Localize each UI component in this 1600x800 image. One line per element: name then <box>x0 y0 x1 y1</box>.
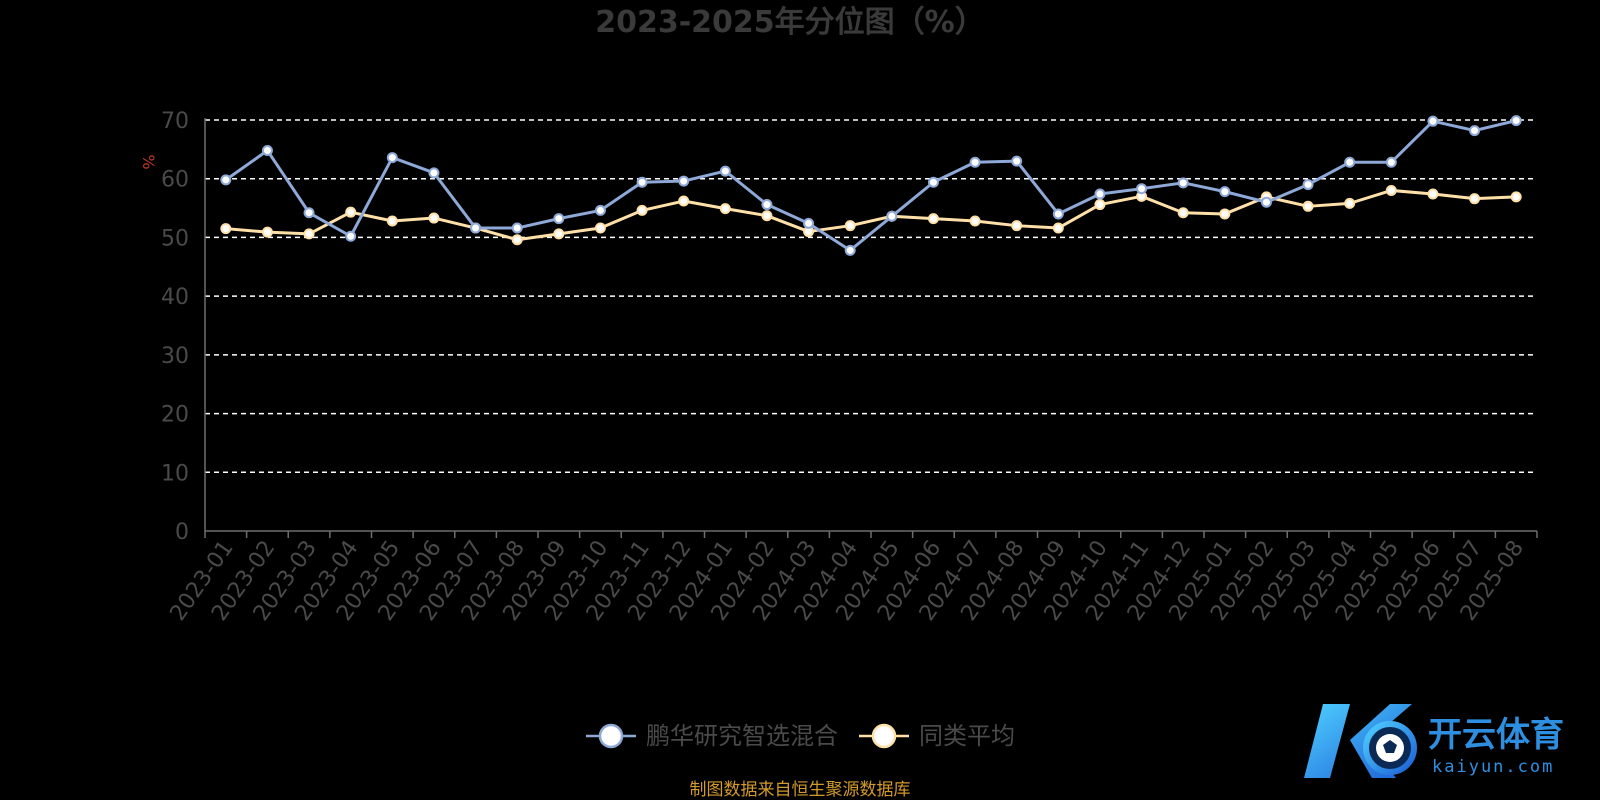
data-point[interactable] <box>761 210 773 222</box>
data-point[interactable] <box>678 195 690 207</box>
legend-peer-marker <box>871 723 897 749</box>
data-point[interactable] <box>1011 155 1023 167</box>
y-tick-label: 40 <box>161 285 189 310</box>
data-point[interactable] <box>220 223 232 235</box>
series-line-0 <box>224 119 1517 252</box>
data-point[interactable] <box>761 199 773 211</box>
data-point[interactable] <box>719 165 731 177</box>
data-point[interactable] <box>1011 220 1023 232</box>
data-point[interactable] <box>220 174 232 186</box>
data-point[interactable] <box>386 215 398 227</box>
data-point[interactable] <box>719 203 731 215</box>
axes <box>204 118 1538 538</box>
data-point[interactable] <box>1385 156 1397 168</box>
legend: 鹏华研究智选混合 同类平均 <box>586 722 1015 750</box>
grid-lines <box>205 119 1537 474</box>
y-tick-labels: 0 10 20 30 40 50 60 70 <box>161 109 189 545</box>
data-point[interactable] <box>1219 186 1231 198</box>
data-point[interactable] <box>1219 208 1231 220</box>
kaiyun-brand-domain: kaiyun.com <box>1432 757 1554 777</box>
data-point[interactable] <box>1427 188 1439 200</box>
data-point[interactable] <box>303 207 315 219</box>
data-source-note: 制图数据来自恒生聚源数据库 <box>690 780 911 800</box>
data-point[interactable] <box>386 152 398 164</box>
series-line-1 <box>225 188 1517 242</box>
data-point[interactable] <box>553 228 565 240</box>
data-point[interactable] <box>1469 125 1481 137</box>
data-point[interactable] <box>594 204 606 216</box>
data-point[interactable] <box>1344 197 1356 209</box>
y-tick-label: 10 <box>161 461 189 486</box>
data-point[interactable] <box>345 230 357 242</box>
data-point[interactable] <box>1260 196 1272 208</box>
y-tick-label: 60 <box>161 168 189 193</box>
data-point[interactable] <box>428 167 440 179</box>
data-point[interactable] <box>1302 200 1314 212</box>
y-tick-label: 0 <box>175 520 189 545</box>
data-point[interactable] <box>1510 191 1522 203</box>
kaiyun-logo-ball-patch-icon <box>1383 740 1397 753</box>
data-point[interactable] <box>1177 177 1189 189</box>
y-tick-label: 70 <box>161 109 189 134</box>
data-point[interactable] <box>303 228 315 240</box>
data-point[interactable] <box>844 220 856 232</box>
kaiyun-brand-name: 开云体育 <box>1428 715 1564 755</box>
data-point[interactable] <box>470 222 482 234</box>
data-point[interactable] <box>927 176 939 188</box>
data-point[interactable] <box>1052 208 1064 220</box>
data-point[interactable] <box>1177 207 1189 219</box>
data-point[interactable] <box>1469 193 1481 205</box>
data-point[interactable] <box>1094 188 1106 200</box>
data-point[interactable] <box>261 226 273 238</box>
x-tick-labels: 2023-012023-022023-032023-042023-052023-… <box>166 536 1530 626</box>
data-point[interactable] <box>844 244 856 256</box>
y-tick-label: 50 <box>161 226 189 251</box>
legend-peer-label: 同类平均 <box>919 722 1015 750</box>
data-point[interactable] <box>1136 183 1148 195</box>
data-point[interactable] <box>803 217 815 229</box>
data-point[interactable] <box>678 175 690 187</box>
data-point[interactable] <box>1385 184 1397 196</box>
data-point[interactable] <box>1427 115 1439 127</box>
data-point[interactable] <box>261 145 273 157</box>
y-tick-label: 30 <box>161 344 189 369</box>
data-point[interactable] <box>511 234 523 246</box>
kaiyun-watermark: 开云体育 kaiyun.com <box>1304 704 1564 778</box>
data-point[interactable] <box>1344 156 1356 168</box>
legend-item-peer-average[interactable]: 同类平均 <box>859 722 1015 750</box>
data-point[interactable] <box>511 222 523 234</box>
data-point[interactable] <box>1052 222 1064 234</box>
legend-fund-label: 鹏华研究智选混合 <box>646 722 838 750</box>
series-lines <box>220 115 1522 256</box>
y-axis-unit-label: % <box>139 154 158 169</box>
data-point[interactable] <box>1510 115 1522 127</box>
data-point[interactable] <box>636 176 648 188</box>
data-point[interactable] <box>886 210 898 222</box>
data-point[interactable] <box>594 222 606 234</box>
data-point[interactable] <box>636 204 648 216</box>
legend-fund-marker <box>598 723 624 749</box>
data-point[interactable] <box>345 206 357 218</box>
legend-item-fund[interactable]: 鹏华研究智选混合 <box>586 722 838 750</box>
chart-title: 2023-2025年分位图（%） <box>595 5 985 40</box>
data-point[interactable] <box>428 212 440 224</box>
data-point[interactable] <box>969 215 981 227</box>
data-point[interactable] <box>1094 199 1106 211</box>
data-point[interactable] <box>1302 179 1314 191</box>
data-point[interactable] <box>553 213 565 225</box>
y-tick-label: 20 <box>161 403 189 428</box>
data-point[interactable] <box>969 156 981 168</box>
data-point[interactable] <box>927 213 939 225</box>
